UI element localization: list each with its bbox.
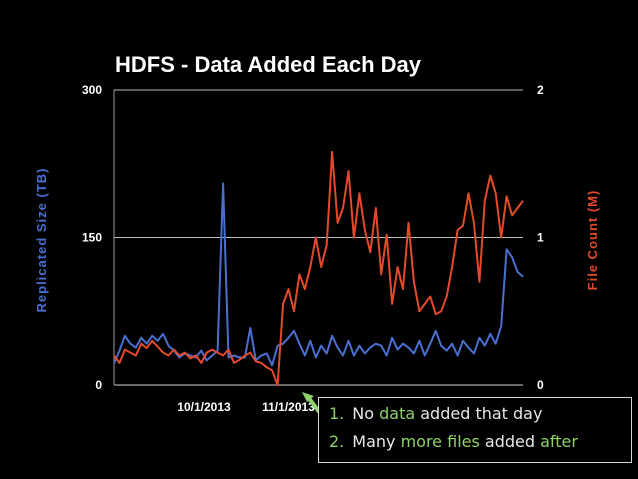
grid <box>113 89 523 386</box>
callout-item-2: 2. Many more files added after <box>329 432 578 451</box>
callout-text: added that day <box>415 404 543 423</box>
y-axis-left-ticks: 300 150 0 <box>82 83 102 392</box>
callout-text: added <box>479 432 541 451</box>
callout-text: No <box>352 404 380 423</box>
callout-highlight: data <box>379 404 416 423</box>
y-tick-label-right: 2 <box>537 83 544 97</box>
series-line-file-count <box>113 150 524 386</box>
series-lines <box>113 150 524 386</box>
x-axis-ticks: 10/1/2013 11/1/2013 <box>177 400 315 414</box>
callout-box: 1. No data added that day 2. Many more fil… <box>318 397 632 463</box>
series-line-replicated-size <box>113 182 524 367</box>
y-tick-label-right: 1 <box>537 231 544 245</box>
chart-title: HDFS - Data Added Each Day <box>115 52 422 77</box>
callout-item-number: 1. <box>329 404 345 423</box>
callout-highlight: after <box>540 432 578 451</box>
callout-item-number: 2. <box>329 432 345 451</box>
y-tick-label-left: 0 <box>95 378 102 392</box>
y-axis-right-label: File Count (M) <box>585 190 600 291</box>
y-axis-right-ticks: 2 1 0 <box>537 83 544 392</box>
x-tick-label: 11/1/2013 <box>262 400 315 414</box>
callout-text: Many <box>352 432 401 451</box>
y-tick-label-left: 300 <box>82 83 102 97</box>
x-tick-label: 10/1/2013 <box>177 400 231 414</box>
y-tick-label-right: 0 <box>537 378 544 392</box>
y-tick-label-left: 150 <box>82 231 102 245</box>
y-axis-left-label: Replicated Size (TB) <box>34 168 49 313</box>
callout-highlight: more files <box>400 432 480 451</box>
callout-item-1: 1. No data added that day <box>329 404 542 423</box>
